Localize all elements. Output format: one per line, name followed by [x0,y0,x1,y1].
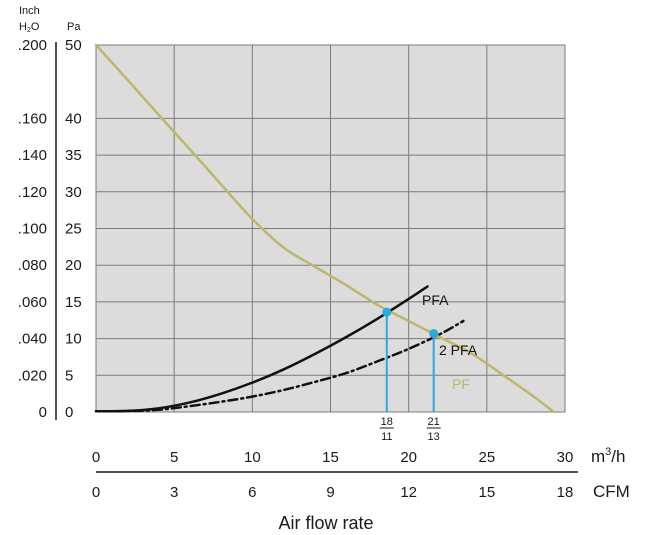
x-axis-title: Air flow rate [278,513,373,533]
inch-tick-label: .140 [18,147,47,164]
cfm-tick-label: 6 [248,484,256,501]
inch-tick-label: .160 [18,110,47,127]
cfm-tick-label: 9 [326,484,334,501]
inch-tick-label: 0 [39,404,47,421]
pa-tick-label: 20 [65,257,82,274]
cfm-tick-label: 3 [170,484,178,501]
pa-tick-label: 10 [65,331,82,348]
m3h-axis-ticks: 0 5 10 15 20 25 30 [92,449,574,466]
m3h-unit-label: m3/h [591,446,625,466]
inch-axis-ticks: .200 .160 .140 .120 .100 .080 .060 .040 .020 0 [18,37,47,421]
plot-border [95,44,566,413]
grid [96,45,565,412]
inch-axis-header: Inch [19,5,40,17]
pa-tick-label: 35 [65,147,82,164]
m3h-tick-label: 10 [244,449,261,466]
series-label-pf: PF [452,376,470,392]
pa-tick-label: 15 [65,294,82,311]
pa-tick-label: 30 [65,184,82,201]
pa-tick-label: 40 [65,110,82,127]
h2o-axis-header: H2O [19,21,40,34]
operating-point-marker [382,307,392,317]
m3h-tick-label: 5 [170,449,178,466]
operating-points: 18 11 21 13 [379,307,441,443]
cfm-tick-label: 15 [478,484,495,501]
pa-axis-header: Pa [67,21,81,33]
cfm-unit-label: CFM [593,482,630,501]
m3h-tick-label: 30 [557,449,574,466]
series-line-pf [94,43,556,414]
operating-point-numerator: 18 [381,416,393,428]
pa-tick-label: 0 [65,404,73,421]
operating-point-denominator: 13 [428,431,440,443]
series-line-pfa [94,285,429,413]
m3h-tick-label: 20 [400,449,417,466]
operating-point-marker [429,328,439,338]
inch-tick-label: .120 [18,184,47,201]
series-curves [94,43,556,414]
inch-tick-label: .100 [18,221,47,238]
pa-tick-label: 50 [65,37,82,54]
inch-tick-label: .060 [18,294,47,311]
pa-tick-label: 25 [65,221,82,238]
operating-point-numerator: 21 [428,416,440,428]
inch-tick-label: .080 [18,257,47,274]
m3h-tick-label: 0 [92,449,100,466]
inch-tick-label: .200 [18,37,47,54]
cfm-tick-label: 12 [400,484,417,501]
cfm-tick-label: 18 [557,484,574,501]
cfm-tick-label: 0 [92,484,100,501]
series-line-2-pfa [94,319,465,413]
inch-tick-label: .040 [18,331,47,348]
pa-tick-label: 5 [65,367,73,384]
m3h-tick-label: 25 [478,449,495,466]
series-label-2pfa: 2 PFA [439,342,478,358]
m3h-tick-label: 15 [322,449,339,466]
cfm-axis-ticks: 0 3 6 9 12 15 18 [92,484,574,501]
inch-tick-label: .020 [18,367,47,384]
operating-point-denominator: 11 [381,431,392,443]
series-label-pfa: PFA [422,292,449,308]
